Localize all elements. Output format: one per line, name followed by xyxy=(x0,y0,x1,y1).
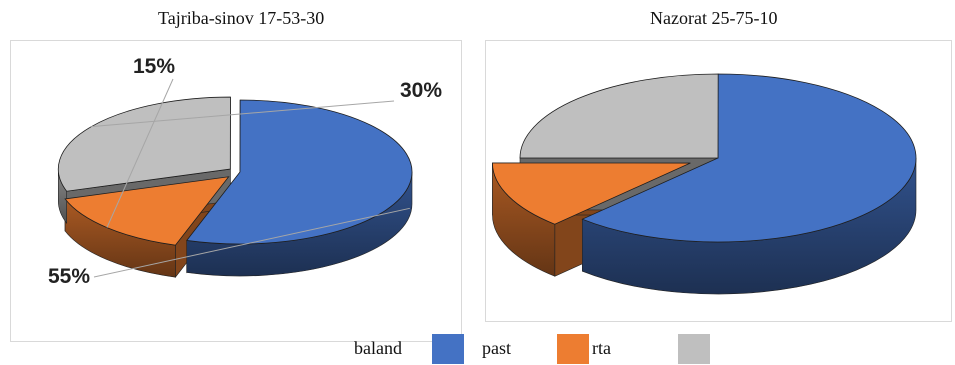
legend-label-past: past xyxy=(482,338,511,358)
pie-0-leader-rta xyxy=(91,100,395,128)
pie-0-label-rta: 30% xyxy=(400,79,442,102)
pie-0-leader-baland xyxy=(93,207,410,278)
pie-0-label-baland: 55% xyxy=(48,265,90,288)
legend-swatch-rta xyxy=(678,334,710,364)
pie-0: 55% 15% 30% xyxy=(48,55,442,288)
pie-0-leader-past xyxy=(106,78,174,228)
chart-title-right: Nazorat 25-75-10 xyxy=(650,8,778,28)
pie-1-slice-past xyxy=(492,162,691,225)
legend-label-rta: rta xyxy=(592,338,611,358)
chart-title-left: Tajriba-sinov 17-53-30 xyxy=(158,8,325,28)
legend-label-baland: baland xyxy=(354,338,402,358)
legend-swatch-past xyxy=(557,334,589,364)
pie-1-slice-rta xyxy=(519,73,719,159)
pie-0-label-past: 15% xyxy=(133,55,175,78)
legend-swatch-baland xyxy=(432,334,464,364)
pie-1-slice-baland xyxy=(581,73,917,243)
pie-1 xyxy=(492,73,917,295)
pie-0-slice-baland xyxy=(185,99,413,245)
